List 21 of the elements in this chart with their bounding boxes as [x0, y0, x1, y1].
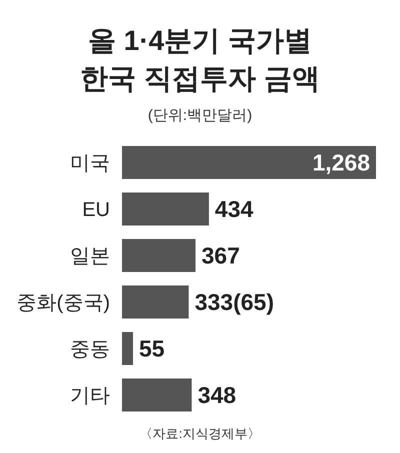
chart-subtitle: (단위:백만달러) [148, 107, 252, 124]
data-label: 348 [198, 382, 236, 408]
data-label: 434 [214, 196, 254, 222]
bar [122, 146, 376, 179]
y-tick-label: 기타 [70, 385, 110, 407]
bar [122, 332, 134, 365]
bar [122, 192, 209, 226]
chart-title: 올 1·4분기 국가별 한국 직접투자 금액 [80, 25, 320, 94]
data-label: 55 [139, 336, 165, 362]
text: 〈자료:지식경제부〉 [140, 426, 260, 441]
bar [122, 378, 192, 412]
y-tick-label: EU [82, 199, 110, 221]
y-tick-label: 중화(중국) [16, 292, 110, 314]
data-label: 367 [202, 242, 240, 268]
y-tick-label: 미국 [70, 152, 110, 174]
bar [122, 239, 196, 272]
y-tick-label: 일본 [70, 246, 110, 268]
data-label: 333(65) [194, 289, 274, 315]
bar [122, 286, 189, 318]
y-tick-label: 중동 [70, 338, 110, 360]
data-label: 1,268 [312, 150, 370, 176]
